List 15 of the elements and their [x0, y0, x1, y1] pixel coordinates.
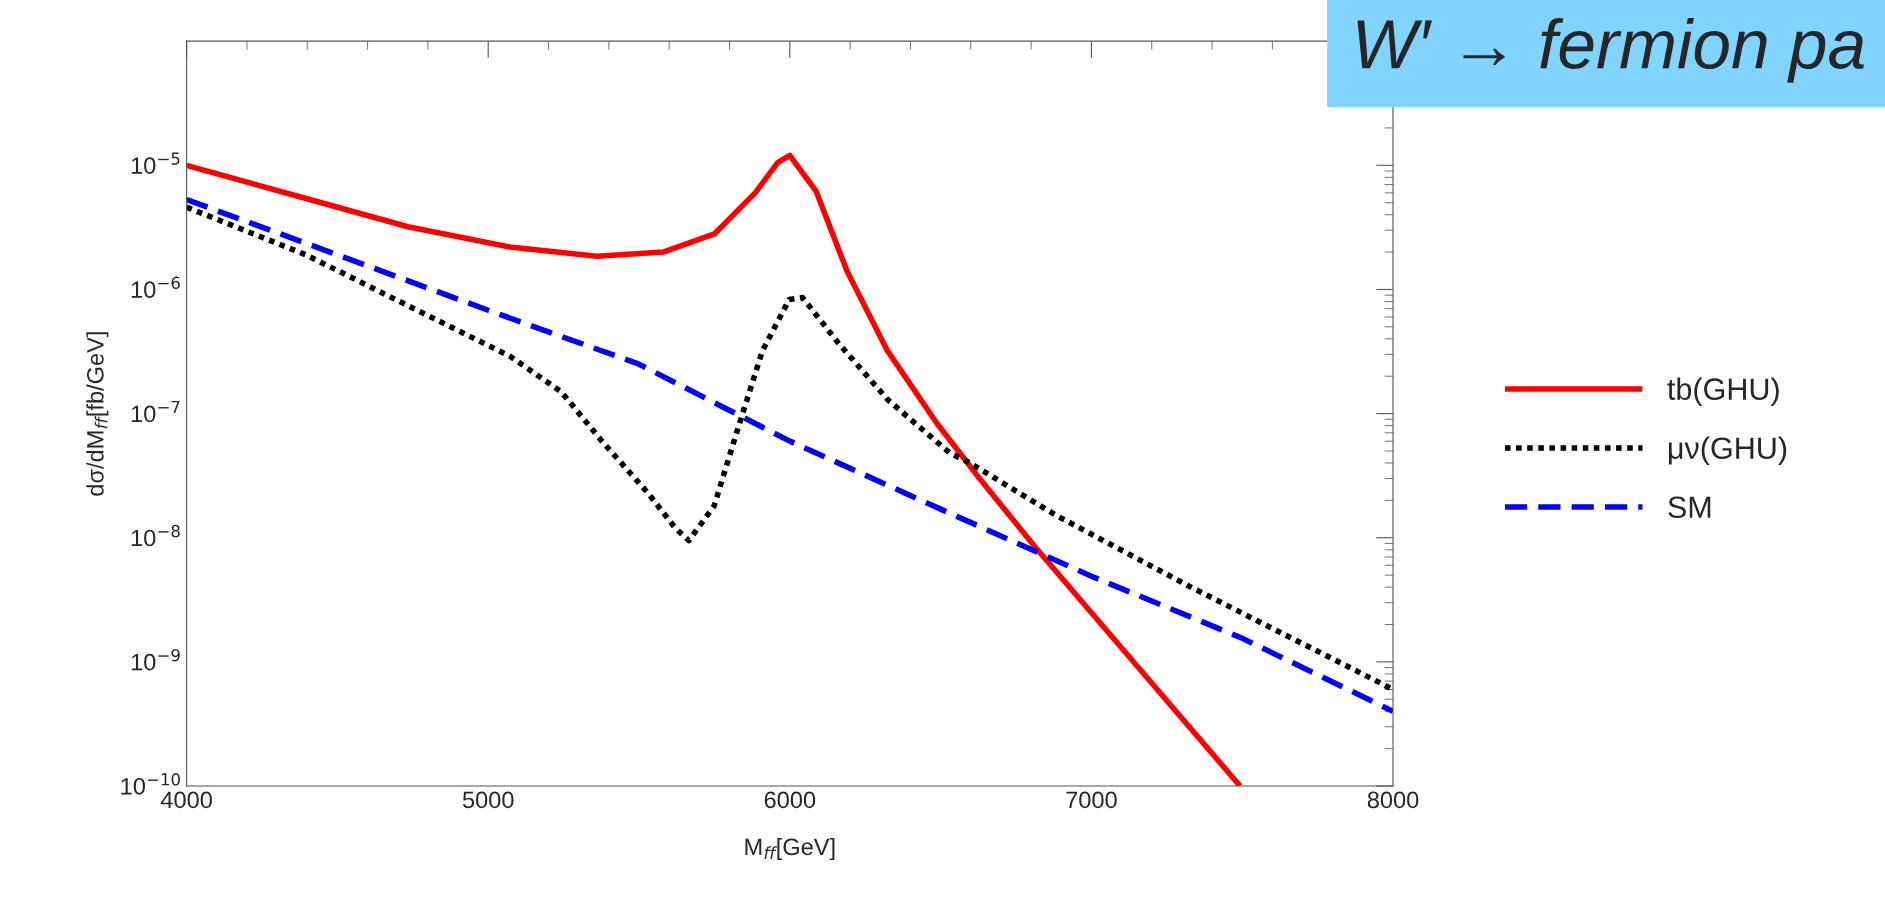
x-axis-title: M$_{ff}$[GeV] [745, 837, 835, 860]
y-tick-label: 10$^{−7}$ [131, 400, 180, 423]
legend-label: SM [1668, 496, 1711, 519]
x-tick-label: 8000 [1367, 791, 1419, 809]
y-axis-title: dσ/dM$_{ff}$[fb/GeV] [86, 332, 109, 496]
y-tick-label: 10$^{−9}$ [131, 648, 180, 671]
y-tick-label: 10$^{−6}$ [131, 276, 180, 299]
x-tick-label: 7000 [1066, 791, 1117, 809]
x-tick-label: 6000 [764, 791, 816, 809]
x-tick-label: 5000 [462, 791, 514, 809]
y-tick-label: 10$^{−5}$ [131, 152, 180, 174]
legend-label: μν(GHU) [1668, 436, 1787, 466]
y-tick-label: 10$^{−8}$ [131, 524, 180, 547]
annotation: W′ → fermion pa [1357, 18, 1864, 83]
legend-label: tb(GHU) [1667, 377, 1779, 407]
